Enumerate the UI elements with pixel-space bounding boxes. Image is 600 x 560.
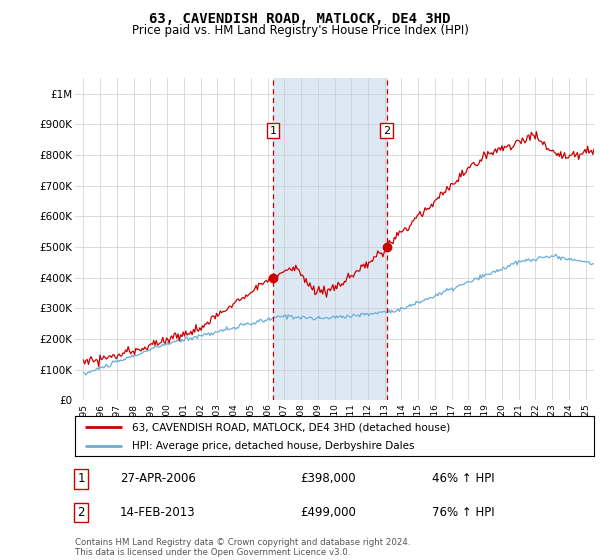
Text: 2: 2 (77, 506, 85, 519)
Text: 27-APR-2006: 27-APR-2006 (120, 472, 196, 486)
Text: Contains HM Land Registry data © Crown copyright and database right 2024.
This d: Contains HM Land Registry data © Crown c… (75, 538, 410, 557)
Text: 76% ↑ HPI: 76% ↑ HPI (432, 506, 494, 519)
Text: 46% ↑ HPI: 46% ↑ HPI (432, 472, 494, 486)
Text: 2: 2 (383, 125, 390, 136)
Text: 63, CAVENDISH ROAD, MATLOCK, DE4 3HD (detached house): 63, CAVENDISH ROAD, MATLOCK, DE4 3HD (de… (132, 422, 451, 432)
Text: 1: 1 (77, 472, 85, 486)
Text: HPI: Average price, detached house, Derbyshire Dales: HPI: Average price, detached house, Derb… (132, 441, 415, 451)
Text: 14-FEB-2013: 14-FEB-2013 (120, 506, 196, 519)
Bar (273, 78, 387, 400)
Text: 1: 1 (269, 125, 277, 136)
Text: Price paid vs. HM Land Registry's House Price Index (HPI): Price paid vs. HM Land Registry's House … (131, 24, 469, 36)
Text: 63, CAVENDISH ROAD, MATLOCK, DE4 3HD: 63, CAVENDISH ROAD, MATLOCK, DE4 3HD (149, 12, 451, 26)
Text: £398,000: £398,000 (300, 472, 356, 486)
Text: £499,000: £499,000 (300, 506, 356, 519)
